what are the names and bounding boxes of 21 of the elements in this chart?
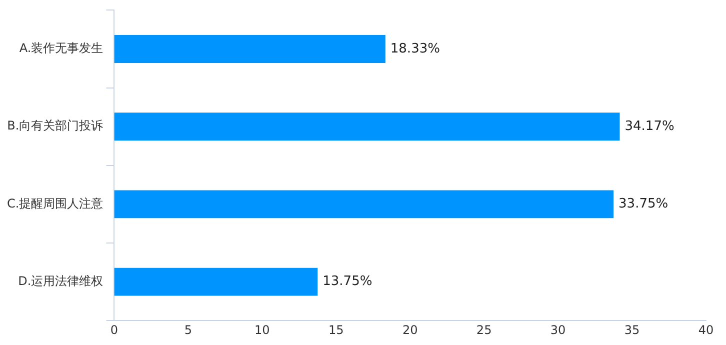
bar: [114, 190, 614, 218]
x-tick-label: 40: [698, 322, 714, 337]
x-tick-label: 30: [550, 322, 566, 337]
y-tick-label: D.运用法律维权: [18, 274, 104, 288]
x-tick-label: 5: [184, 322, 192, 337]
y-tick-label: B.向有关部门投诉: [7, 118, 104, 133]
bar: [114, 268, 318, 296]
data-label: 34.17%: [624, 118, 674, 134]
bar: [114, 112, 620, 141]
x-tick-label: 10: [254, 322, 270, 337]
data-label: 13.75%: [322, 274, 372, 290]
x-tick-label: 35: [624, 322, 640, 337]
x-tick-label: 0: [110, 322, 118, 337]
data-label: 33.75%: [618, 196, 668, 212]
data-label: 18.33%: [390, 41, 440, 56]
bar: [114, 35, 386, 63]
y-tick-label: C.提醒周围人注意: [6, 196, 104, 210]
x-tick-label: 15: [328, 322, 344, 337]
x-tick-label: 20: [402, 322, 418, 337]
y-tick-label: A.装作无事发生: [19, 41, 104, 56]
x-tick-label: 25: [476, 322, 492, 337]
